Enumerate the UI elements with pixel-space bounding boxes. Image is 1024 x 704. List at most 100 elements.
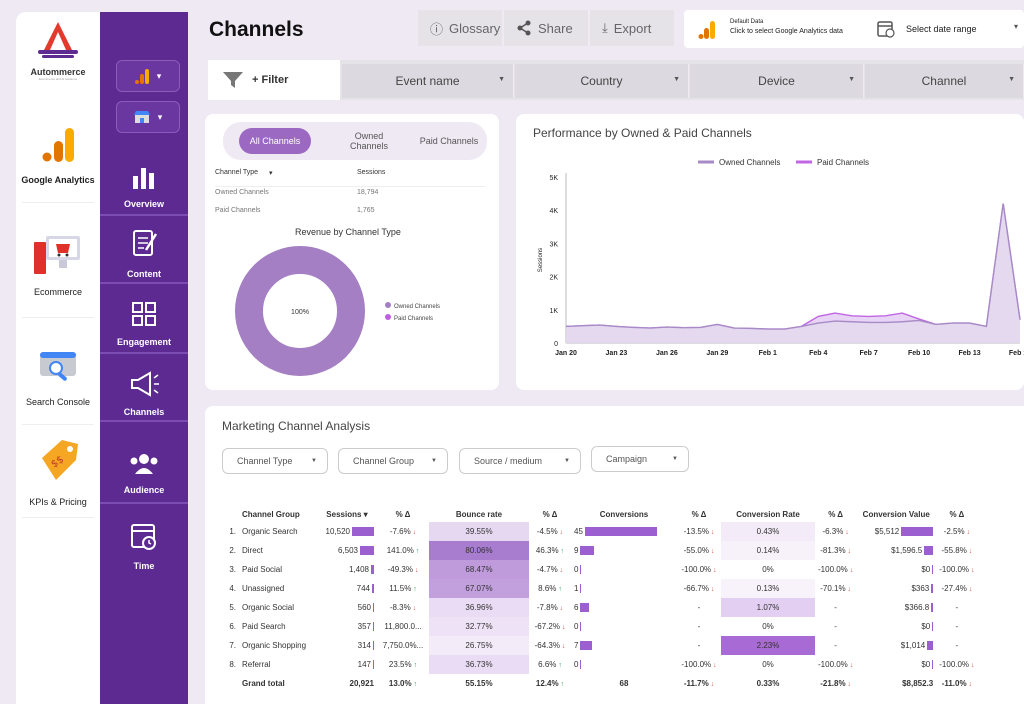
- app-kpis-pricing[interactable]: $$ KPIs & Pricing: [16, 436, 100, 507]
- column-header-sessions[interactable]: Sessions ▾: [317, 506, 377, 522]
- delta-cell: -55.0% ↓: [677, 541, 721, 560]
- column-header[interactable]: % Δ: [691, 509, 707, 519]
- table-row[interactable]: 2. Direct 6,503 141.0% ↑ 80.06% 46.3% ↑ 9 -55.0…: [215, 541, 978, 560]
- download-icon: ⤓: [602, 20, 608, 35]
- total-cell: $8,852.3: [902, 679, 934, 688]
- row-index: 2.: [229, 546, 236, 555]
- conversions-cell: 6: [571, 598, 677, 617]
- legend-item[interactable]: Owned Channels: [385, 302, 440, 310]
- add-filter-label: + Filter: [252, 74, 289, 86]
- campaign-filter[interactable]: Campaign ▼: [591, 446, 689, 472]
- legend-item[interactable]: Paid Channels: [385, 314, 440, 322]
- app-label: Ecommerce: [33, 287, 82, 297]
- column-header[interactable]: Conversion Rate: [736, 509, 800, 519]
- glossary-button[interactable]: ⓘ Glossary: [418, 10, 502, 46]
- column-header[interactable]: % Δ: [395, 509, 411, 519]
- cell-value: 357: [357, 621, 371, 631]
- column-header[interactable]: % Δ: [828, 509, 844, 519]
- arrow-down-icon: ↓: [557, 529, 564, 536]
- delta-cell: 11,800.0...: [377, 617, 429, 636]
- google-analytics-icon: [698, 21, 715, 39]
- conversion-value-bar: [931, 584, 934, 594]
- channel-dropdown[interactable]: Channel ▼: [865, 64, 1024, 98]
- grid-icon: [132, 302, 156, 326]
- delta-value: 141.0%: [386, 546, 414, 555]
- column-header[interactable]: Channel Group: [242, 509, 300, 519]
- sort-icon[interactable]: ▾: [269, 170, 273, 177]
- delta-value: 8.6%: [538, 584, 557, 593]
- column-header[interactable]: Sessions: [357, 169, 386, 176]
- y-tick-label: 3K: [549, 241, 558, 248]
- sessions-bar: [371, 565, 374, 575]
- performance-area-chart[interactable]: 0 1K 2K 3K 4K 5K Sessions Jan 20 Jan 23 Jan 26 Jan…: [516, 114, 1024, 390]
- event-name-dropdown[interactable]: Event name ▼: [342, 64, 514, 98]
- conversions-cell: 0: [571, 655, 677, 674]
- nav-channels[interactable]: Channels: [100, 370, 188, 417]
- table-row[interactable]: 8. Referral 147 23.5% ↑ 36.73% 6.6% ↑ 0 -100.0%…: [215, 655, 978, 674]
- table-row[interactable]: 4. Unassigned 744 11.5% ↑ 67.07% 8.6% ↑ 1 -66.7…: [215, 579, 978, 598]
- device-dropdown[interactable]: Device ▼: [690, 64, 864, 98]
- y-tick-label: 4K: [549, 208, 558, 215]
- arrow-down-icon: ↓: [847, 567, 854, 574]
- cell-value: $1,014: [900, 640, 926, 650]
- delta-cell: -100.0% ↓: [677, 655, 721, 674]
- column-header[interactable]: Conversion Value: [862, 509, 930, 519]
- google-analytics-icon: [134, 69, 149, 84]
- share-button[interactable]: Share: [504, 10, 588, 46]
- legend-label: Paid Channels: [817, 158, 869, 167]
- column-header[interactable]: Bounce rate: [455, 509, 503, 519]
- store-dropdown[interactable]: ▾: [116, 101, 180, 133]
- brand-logo[interactable]: Autommerce Ecommerce and AI solutions: [16, 20, 100, 81]
- delta-cell: -13.5% ↓: [677, 522, 721, 541]
- nav-overview[interactable]: Overview: [100, 166, 188, 209]
- app-label: Search Console: [25, 397, 91, 407]
- divider: [22, 317, 94, 318]
- app-google-analytics[interactable]: Google Analytics: [16, 124, 100, 185]
- delta-value: -64.3%: [534, 641, 560, 650]
- segment-owned-channels[interactable]: Owned Channels: [349, 131, 389, 151]
- column-header[interactable]: Channel Type: [215, 169, 259, 176]
- channel-type-filter[interactable]: Channel Type ▼: [222, 448, 328, 474]
- segment-all-channels[interactable]: All Channels: [239, 128, 311, 154]
- data-source-selector[interactable]: Default Data Click to select Google Anal…: [684, 10, 1024, 48]
- chevron-down-icon: ▾: [157, 111, 163, 122]
- delta-cell: -67.2% ↓: [529, 617, 571, 636]
- app-ecommerce[interactable]: Ecommerce: [16, 234, 100, 297]
- delta-cell: 46.3% ↑: [529, 541, 571, 560]
- donut-chart[interactable]: 100%: [233, 244, 367, 378]
- source-medium-filter[interactable]: Source / medium ▼: [459, 448, 581, 474]
- app-search-console[interactable]: Search Console: [16, 346, 100, 407]
- column-header[interactable]: % Δ: [542, 509, 558, 519]
- conversion-value-cell: $1,596.5: [856, 541, 936, 560]
- table-row[interactable]: 6. Paid Search 357 11,800.0... 32.77% -67.2% …: [215, 617, 978, 636]
- nav-time[interactable]: Time: [100, 520, 188, 571]
- table-row[interactable]: 7. Organic Shopping 314 7,750.0%... 26.75% -6…: [215, 636, 978, 655]
- delta-value: 23.5%: [388, 660, 412, 669]
- arrow-down-icon: ↓: [410, 605, 417, 612]
- column-header[interactable]: Conversions: [599, 509, 649, 519]
- nav-engagement[interactable]: Engagement: [100, 300, 188, 347]
- channel-group-filter[interactable]: Channel Group ▼: [338, 448, 448, 474]
- paid-channels-area: [566, 203, 1020, 343]
- section-nav: ▾ ▾ Overview Content Engagement: [100, 12, 188, 704]
- country-dropdown[interactable]: Country ▼: [515, 64, 689, 98]
- y-tick-label: 1K: [549, 308, 558, 315]
- data-source-dropdown[interactable]: ▾: [116, 60, 180, 92]
- delta-value: -81.3%: [820, 546, 846, 555]
- nav-content[interactable]: Content: [100, 228, 188, 279]
- export-button[interactable]: ⤓ Export: [590, 10, 674, 46]
- conversions-bar: [580, 584, 582, 594]
- column-header[interactable]: % Δ: [949, 509, 965, 519]
- arrow-down-icon: ↓: [969, 567, 975, 574]
- nav-audience[interactable]: Audience: [100, 450, 188, 495]
- table-row[interactable]: 3. Paid Social 1,408 -49.3% ↓ 68.47% -4.7% ↓ 0…: [215, 560, 978, 579]
- segment-paid-channels[interactable]: Paid Channels: [419, 136, 479, 146]
- column-header-label: Sessions: [326, 509, 362, 519]
- delta-cell: -7.6% ↓: [377, 522, 429, 541]
- total-cell: 20,921: [349, 679, 374, 688]
- table-row[interactable]: 5. Organic Social 560 -8.3% ↓ 36.96% -7.8% ↓ 6…: [215, 598, 978, 617]
- add-filter-button[interactable]: + Filter: [208, 60, 340, 100]
- delta-value: -: [697, 641, 701, 650]
- table-row[interactable]: 1. Organic Search 10,520 -7.6% ↓ 39.55% -4.5%…: [215, 522, 978, 541]
- delta-value: -: [697, 603, 701, 612]
